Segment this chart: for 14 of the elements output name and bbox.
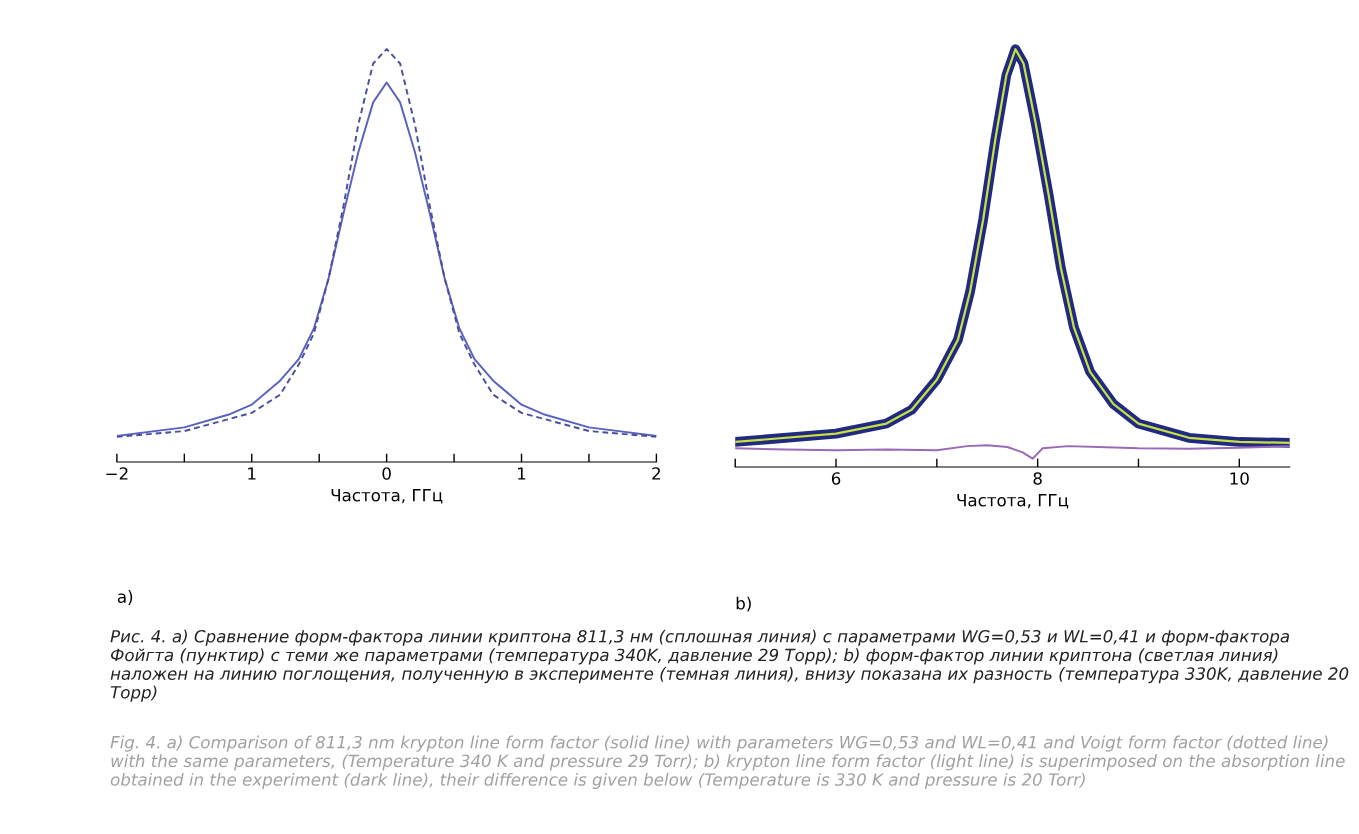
x-tick-label: 0 bbox=[382, 467, 391, 480]
x-tick-label: 10 bbox=[1230, 472, 1249, 485]
text: a) bbox=[117, 590, 133, 605]
x-tick-label: 1 bbox=[518, 467, 526, 480]
x-tick-label: 2 bbox=[652, 467, 661, 480]
text: Рис. 4. a) Сравнение форм-фактора линии криптона 811,3 нм (сплошная линия) с параметрами WG=0,53 и WL=0,41 и форм-фактора Фойгта (пунктир) с теми же параметрами (температура 340K, давление 29 Торр); b) форм-фактор линии криптона (светлая линия) наложен на линию поглощения, полученную в эксперименте (темная линия), внизу показана их разность (температура 330K, давление 20 Торр) bbox=[110, 629, 1349, 702]
x-tick-label: 6 bbox=[831, 472, 841, 485]
caption: Fig. 4. a) Comparison of 811,3 nm krypton line form factor (solid line) with parameters WG=0,53 and WL=0,41 and Voigt form factor (dotted line) with the same parameters, (Temperature 340 K and pressure 29 Torr); b) krypton line form factor (light line) is superimposed on the absorption line obtained in the experiment (dark line), their difference is given below (Temperature is 330 K and pressure is 20 Torr) bbox=[110, 735, 1345, 790]
x-tick-label: 1 bbox=[248, 467, 256, 480]
x-tick-label: −2 bbox=[106, 467, 128, 480]
x-tick-label: 8 bbox=[1033, 472, 1042, 485]
x-axis-title: Частота, ГГц bbox=[331, 489, 443, 504]
x-axis-title: Частота, ГГц bbox=[957, 494, 1069, 509]
text: b) bbox=[736, 596, 751, 612]
